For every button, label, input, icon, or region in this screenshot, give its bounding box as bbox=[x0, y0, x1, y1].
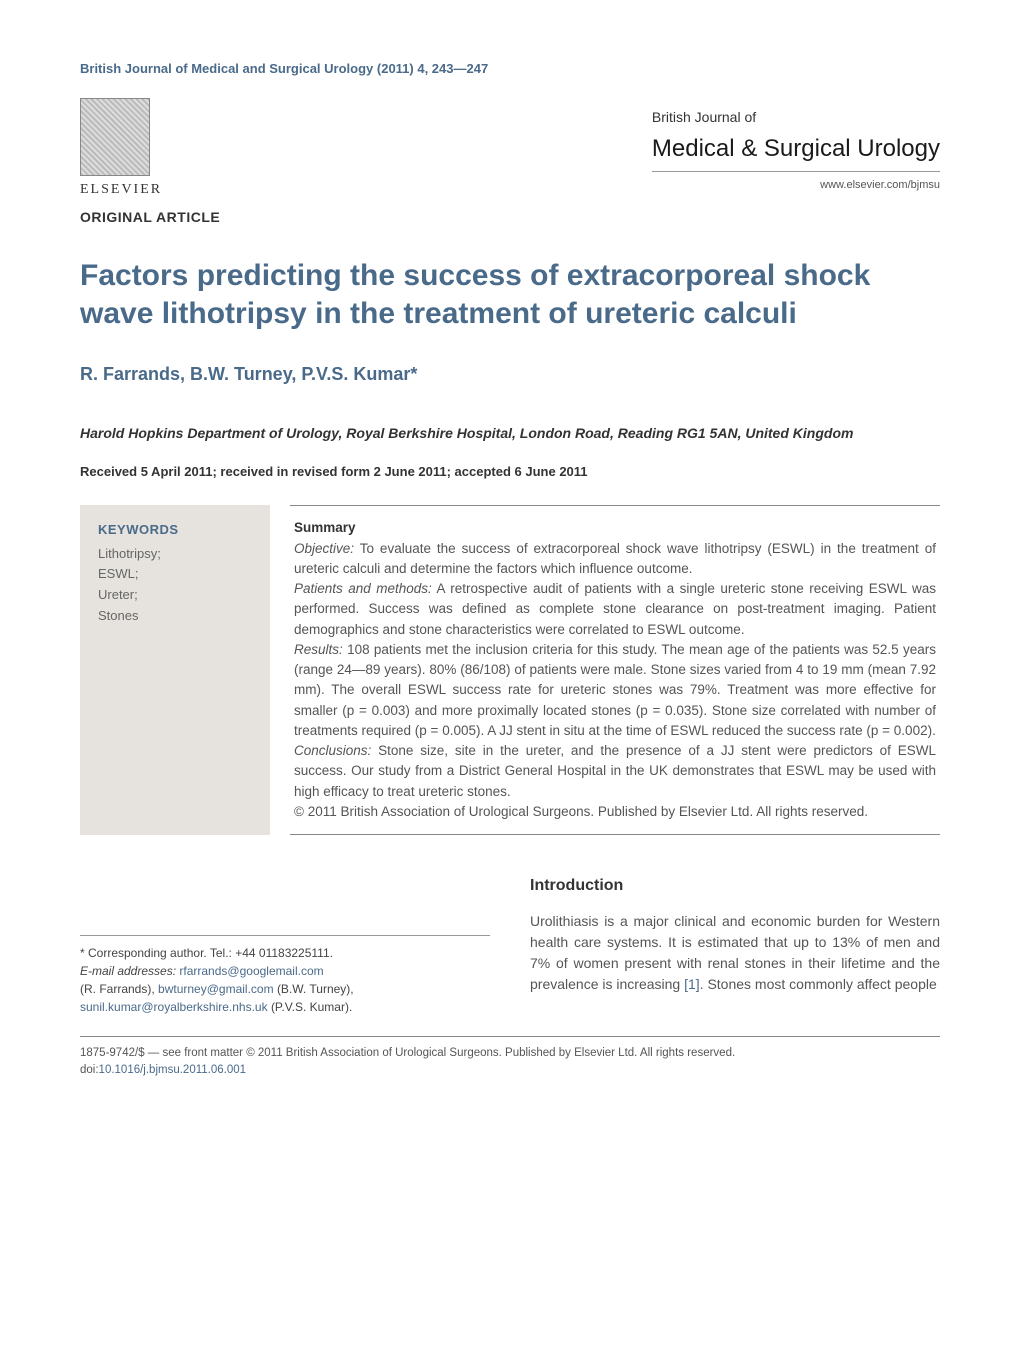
introduction-heading: Introduction bbox=[530, 875, 940, 897]
doi-label: doi: bbox=[80, 1064, 99, 1076]
author-email-name: (B.W. Turney), bbox=[277, 982, 354, 996]
summary-heading: Summary bbox=[294, 520, 356, 535]
running-header: British Journal of Medical and Surgical … bbox=[80, 60, 940, 78]
intro-text-part: . Stones most commonly affect people bbox=[700, 976, 937, 992]
doi-link[interactable]: 10.1016/j.bjmsu.2011.06.001 bbox=[99, 1064, 246, 1076]
right-column: Introduction Urolithiasis is a major cli… bbox=[530, 875, 940, 1016]
elsevier-tree-logo bbox=[80, 98, 150, 176]
keyword-item: ESWL; bbox=[98, 564, 252, 585]
keywords-box: KEYWORDS Lithotripsy; ESWL; Ureter; Ston… bbox=[80, 505, 270, 835]
summary-conclusions-text: Stone size, site in the ureter, and the … bbox=[294, 743, 936, 799]
publisher-block: ELSEVIER bbox=[80, 98, 162, 200]
keyword-item: Lithotripsy; bbox=[98, 544, 252, 565]
introduction-paragraph: Urolithiasis is a major clinical and eco… bbox=[530, 911, 940, 995]
header-row: ELSEVIER British Journal of Medical & Su… bbox=[80, 98, 940, 200]
body-columns: * Corresponding author. Tel.: +44 011832… bbox=[80, 875, 940, 1016]
summary-methods-label: Patients and methods: bbox=[294, 581, 432, 596]
page-footer: 1875-9742/$ — see front matter © 2011 Br… bbox=[80, 1036, 940, 1080]
author-email[interactable]: rfarrands@googlemail.com bbox=[179, 964, 323, 978]
keyword-item: Stones bbox=[98, 606, 252, 627]
corresponding-author-footnote: * Corresponding author. Tel.: +44 011832… bbox=[80, 935, 490, 1016]
keywords-list: Lithotripsy; ESWL; Ureter; Stones bbox=[98, 544, 252, 627]
journal-title-prefix: British Journal of bbox=[652, 109, 756, 125]
publisher-name: ELSEVIER bbox=[80, 180, 162, 200]
reference-link[interactable]: [1] bbox=[684, 976, 700, 992]
email-addresses-label: E-mail addresses: bbox=[80, 964, 176, 978]
summary-copyright: © 2011 British Association of Urological… bbox=[294, 802, 936, 822]
keywords-heading: KEYWORDS bbox=[98, 521, 252, 539]
summary-conclusions-label: Conclusions: bbox=[294, 743, 371, 758]
affiliation: Harold Hopkins Department of Urology, Ro… bbox=[80, 424, 940, 444]
author-email-name: (P.V.S. Kumar). bbox=[271, 1000, 352, 1014]
author-email[interactable]: sunil.kumar@royalberkshire.nhs.uk bbox=[80, 1000, 268, 1014]
corresponding-tel: * Corresponding author. Tel.: +44 011832… bbox=[80, 944, 490, 962]
issn-copyright-line: 1875-9742/$ — see front matter © 2011 Br… bbox=[80, 1045, 940, 1062]
author-list: R. Farrands, B.W. Turney, P.V.S. Kumar* bbox=[80, 362, 940, 387]
journal-title: British Journal of Medical & Surgical Ur… bbox=[652, 98, 940, 172]
author-email-name: (R. Farrands), bbox=[80, 982, 155, 996]
summary-results-label: Results: bbox=[294, 642, 343, 657]
left-column: * Corresponding author. Tel.: +44 011832… bbox=[80, 875, 490, 1016]
journal-url: www.elsevier.com/bjmsu bbox=[652, 178, 940, 193]
abstract-container: KEYWORDS Lithotripsy; ESWL; Ureter; Ston… bbox=[80, 505, 940, 835]
article-dates: Received 5 April 2011; received in revis… bbox=[80, 463, 940, 481]
article-title: Factors predicting the success of extrac… bbox=[80, 257, 940, 332]
summary-objective-text: To evaluate the success of extracorporea… bbox=[294, 541, 936, 576]
summary-results-text: 108 patients met the inclusion criteria … bbox=[294, 642, 936, 738]
summary-objective-label: Objective: bbox=[294, 541, 354, 556]
journal-block: British Journal of Medical & Surgical Ur… bbox=[652, 98, 940, 194]
author-email[interactable]: bwturney@gmail.com bbox=[158, 982, 274, 996]
journal-title-main: Medical & Surgical Urology bbox=[652, 135, 940, 162]
summary-box: Summary Objective: To evaluate the succe… bbox=[290, 505, 940, 835]
article-type-label: ORIGINAL ARTICLE bbox=[80, 208, 940, 228]
keyword-item: Ureter; bbox=[98, 585, 252, 606]
